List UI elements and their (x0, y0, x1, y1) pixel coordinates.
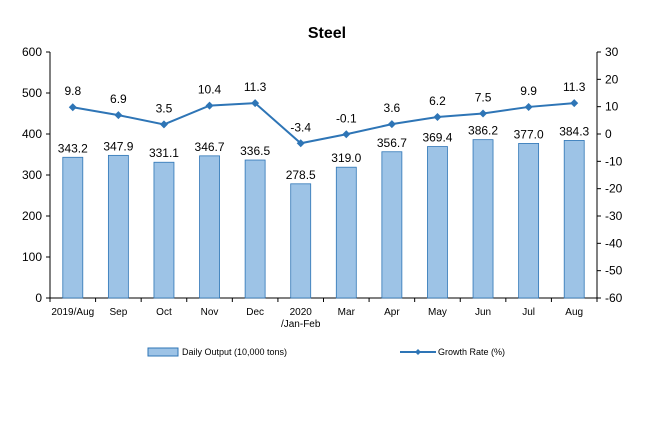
line-data-label: 3.6 (384, 101, 401, 115)
bar (244, 159, 266, 299)
x-tick-label: 2020/Jan-Feb (281, 307, 321, 330)
x-tick-label: Apr (384, 307, 400, 318)
line-data-label: 6.9 (110, 92, 127, 106)
x-tick-label: Aug (565, 307, 583, 318)
x-tick-label: May (428, 307, 447, 318)
line-data-label: 9.9 (520, 84, 537, 98)
line-point (159, 120, 168, 129)
right-tick-label: -10 (605, 154, 623, 168)
line-data-label: 7.5 (475, 91, 492, 105)
left-tick-label: 300 (22, 168, 42, 182)
right-tick-label: 20 (605, 72, 619, 86)
bar (290, 183, 312, 299)
bar (62, 156, 84, 299)
bar-data-label: 347.9 (103, 139, 133, 153)
line-data-label: 3.5 (156, 101, 173, 115)
right-tick-label: -50 (605, 264, 623, 278)
line-point (433, 113, 442, 122)
line-data-label: -3.4 (290, 120, 311, 134)
line-data-label: -0.1 (336, 111, 357, 125)
growth-line (72, 102, 575, 145)
chart-title: Steel (308, 25, 346, 42)
line-point (68, 103, 77, 112)
bar-data-label: 343.2 (58, 141, 88, 155)
axes: 0 100 200 300 400 500 600 -60 -50 -40 -30 -20 -10 0 10… (22, 45, 623, 330)
bar (107, 154, 129, 299)
line-data-labels: 9.8 6.9 3.5 10.4 11.3 -3.4 -0.1 3.6 6.2 7.5 9.9 11.… (64, 80, 585, 134)
bar-data-label: 336.5 (240, 144, 270, 158)
bar-data-label: 377.0 (514, 127, 544, 141)
legend: Daily Output (10,000 tons) Growth Rate (… (147, 347, 505, 357)
x-tick-label: Oct (156, 307, 172, 318)
line-point (251, 99, 260, 108)
bar (199, 155, 220, 299)
line-data-label: 6.2 (429, 94, 446, 108)
right-tick-label: -20 (605, 182, 623, 196)
x-tick-label: 2019/Aug (51, 307, 94, 318)
bar-data-label: 278.5 (286, 168, 316, 182)
legend-bar-label: Daily Output (10,000 tons) (182, 347, 287, 357)
line-point (387, 120, 396, 129)
legend-line-label: Growth Rate (%) (438, 347, 505, 357)
right-tick-label: -40 (605, 236, 623, 250)
bar-series (62, 139, 585, 299)
bar (472, 139, 494, 299)
right-tick-label: -60 (605, 291, 623, 305)
x-tick-label: Nov (201, 307, 219, 318)
left-tick-label: 200 (22, 209, 42, 223)
line-point (479, 109, 488, 118)
bar-data-label: 384.3 (559, 124, 589, 138)
line-data-label: 10.4 (198, 83, 222, 97)
line-point (296, 139, 305, 148)
left-tick-label: 500 (22, 86, 42, 100)
legend-bar-swatch (147, 347, 179, 357)
line-point (524, 102, 533, 111)
bar (335, 166, 357, 299)
left-tick-label: 0 (35, 291, 42, 305)
bar (427, 146, 448, 299)
bar-data-label: 331.1 (149, 146, 179, 160)
line-series (68, 99, 579, 148)
bar-data-labels: 343.2 347.9 331.1 346.7 336.5 278.5 319.0 356.7… (58, 124, 590, 182)
bar-data-label: 356.7 (377, 136, 407, 150)
line-point (114, 111, 123, 120)
left-tick-label: 400 (22, 127, 42, 141)
x-tick-label: Mar (338, 307, 356, 318)
line-data-label: 11.3 (563, 80, 586, 94)
x-tick-label: Dec (246, 307, 264, 318)
x-tick-label: Jun (475, 307, 491, 318)
x-tick-label: Jul (522, 307, 535, 318)
bar-data-label: 386.2 (468, 124, 498, 138)
bar (563, 140, 585, 299)
right-tick-label: 30 (605, 45, 619, 59)
left-tick-label: 100 (22, 250, 42, 264)
legend-line-marker (415, 349, 421, 355)
right-tick-label: 0 (605, 127, 612, 141)
line-point (570, 99, 579, 108)
right-tick-label: 10 (605, 100, 619, 114)
bar-data-label: 346.7 (195, 140, 225, 154)
bar-data-label: 369.4 (422, 131, 452, 145)
x-tick-label: Sep (109, 307, 127, 318)
right-tick-label: -30 (605, 209, 623, 223)
line-point (342, 130, 351, 139)
bar (153, 161, 175, 299)
line-data-label: 9.8 (64, 84, 81, 98)
line-point (205, 101, 214, 110)
bar-data-label: 319.0 (331, 151, 361, 165)
bar (381, 151, 403, 299)
bar (518, 143, 540, 299)
left-tick-label: 600 (22, 45, 42, 59)
line-data-label: 11.3 (244, 80, 267, 94)
